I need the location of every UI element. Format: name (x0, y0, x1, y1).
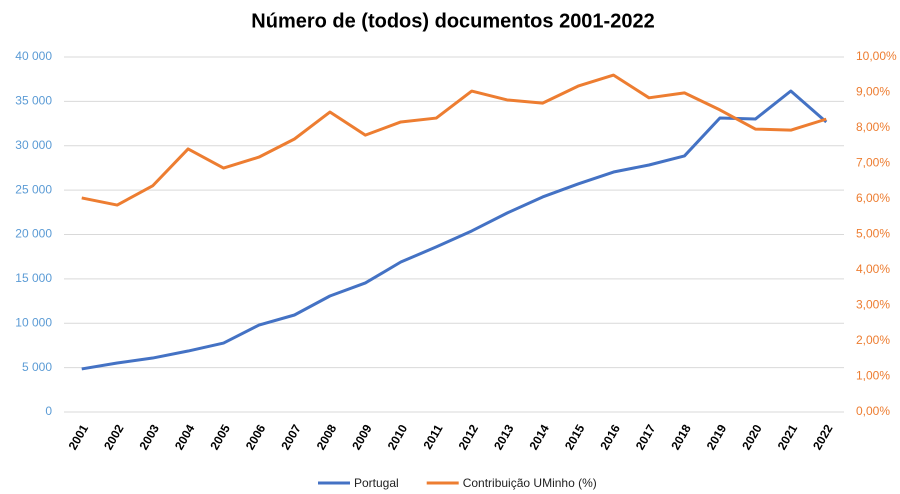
x-tick-label: 2021 (775, 422, 801, 452)
x-tick-label: 2015 (562, 422, 588, 452)
x-tick-label: 2002 (101, 422, 127, 452)
y2-tick-label: 3,00% (856, 298, 890, 312)
x-tick-label: 2020 (739, 422, 765, 452)
x-tick-label: 2009 (349, 422, 375, 452)
x-tick-label: 2018 (668, 422, 694, 452)
x-tick-label: 2013 (491, 422, 517, 452)
y2-tick-label: 8,00% (856, 120, 890, 134)
x-tick-label: 2010 (385, 422, 411, 452)
y-tick-label: 20 000 (15, 227, 52, 241)
x-tick-label: 2005 (207, 422, 233, 452)
x-tick-label: 2019 (704, 422, 730, 452)
legend-label: Portugal (354, 476, 399, 490)
x-tick-label: 2003 (137, 422, 163, 452)
x-tick-label: 2006 (243, 422, 269, 452)
y2-tick-label: 4,00% (856, 262, 890, 276)
x-tick-label: 2011 (420, 422, 445, 452)
chart-title: Número de (todos) documentos 2001-2022 (251, 10, 654, 32)
x-tick-label: 2017 (633, 422, 659, 452)
y2-tick-label: 5,00% (856, 227, 890, 241)
y-tick-label: 15 000 (15, 271, 52, 285)
y2-tick-label: 2,00% (856, 333, 890, 347)
y-tick-label: 5 000 (22, 360, 52, 374)
x-tick-label: 2014 (527, 422, 553, 452)
y2-tick-label: 1,00% (856, 369, 890, 383)
x-tick-label: 2012 (456, 422, 482, 452)
x-tick-label: 2004 (172, 422, 198, 452)
legend-label: Contribuição UMinho (%) (463, 476, 597, 490)
x-tick-label: 2016 (597, 422, 623, 452)
x-tick-label: 2022 (810, 422, 836, 452)
x-tick-label: 2008 (314, 422, 340, 452)
x-tick-label: 2007 (278, 422, 304, 452)
y-tick-label: 0 (45, 404, 52, 418)
y-tick-label: 25 000 (15, 182, 52, 196)
y2-tick-label: 7,00% (856, 156, 890, 170)
y-tick-label: 30 000 (15, 138, 52, 152)
y2-tick-label: 6,00% (856, 191, 890, 205)
y2-tick-label: 9,00% (856, 85, 890, 99)
x-tick-label: 2001 (66, 422, 92, 452)
series-line (81, 73, 827, 207)
y-tick-label: 40 000 (15, 49, 52, 63)
y2-tick-label: 0,00% (856, 404, 890, 418)
y-tick-label: 10 000 (15, 315, 52, 329)
y2-tick-label: 10,00% (856, 49, 897, 63)
series-line (81, 89, 828, 371)
y-tick-label: 35 000 (15, 94, 52, 108)
